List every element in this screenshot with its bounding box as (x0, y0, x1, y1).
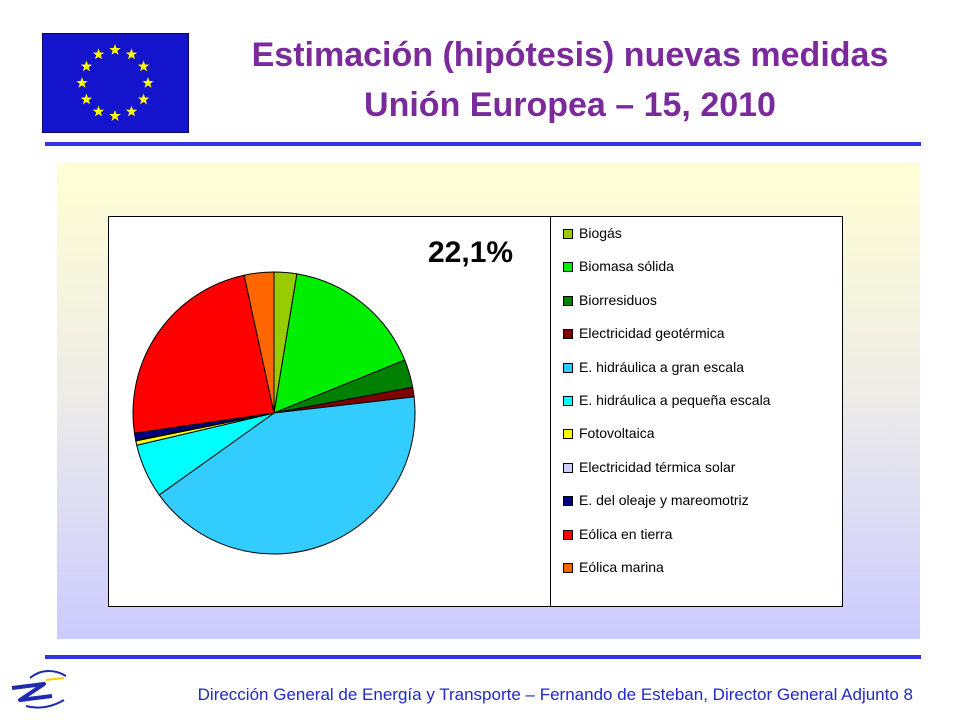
legend-label: Biomasa sólida (579, 258, 674, 275)
eu-star-icon (137, 60, 150, 72)
legend-label: Biogás (579, 225, 622, 241)
pie-slice (132, 274, 275, 434)
legend-swatch (563, 462, 573, 473)
title-line-2: Unión Europea – 15, 2010 (364, 86, 776, 124)
eu-star-icon (80, 93, 93, 105)
legend-swatch (563, 396, 573, 406)
pie-slice (158, 396, 416, 555)
eu-star-icon (80, 60, 93, 72)
legend-label: Eólica en tierra (579, 525, 673, 542)
eu-star-icon (125, 48, 138, 60)
eu-stars (76, 44, 154, 121)
legend-swatch (563, 262, 573, 273)
legend-swatch (563, 229, 573, 239)
legend-swatch (563, 329, 573, 340)
legend-label: E. del oleaje y mareomotriz (579, 492, 749, 509)
eu-star-icon (76, 77, 88, 88)
legend-label: E. hidráulica a pequeña escala (579, 392, 771, 408)
legend-item: Fotovoltaica (563, 424, 833, 444)
legend-item: Biogás (563, 224, 833, 244)
legend-label: Electricidad geotérmica (579, 325, 725, 342)
eu-star-icon (109, 44, 121, 55)
legend-item: E. hidráulica a gran escala (563, 358, 833, 378)
pie-slice (243, 271, 275, 414)
legend-swatch (563, 295, 573, 306)
title-line-1: Estimación (hipótesis) nuevas medidas (251, 36, 889, 74)
legend-swatch (563, 563, 573, 573)
legend-label: E. hidráulica a gran escala (579, 358, 744, 375)
chart-annotation: 22,1% (428, 236, 514, 269)
legend-item: Eólica marina (563, 558, 833, 578)
legend-item: E. hidráulica a pequeña escala (563, 391, 833, 411)
dg-energy-transport-logo (11, 670, 67, 709)
legend-swatch (563, 496, 573, 507)
legend-label: Fotovoltaica (579, 425, 655, 442)
slide-title: Estimación (hipótesis) nuevas medidas Un… (200, 30, 940, 130)
legend-item: Biomasa sólida (563, 257, 833, 277)
legend-label: Biorresiduos (579, 291, 657, 308)
legend-item: E. del oleaje y mareomotriz (563, 491, 833, 511)
eu-star-icon (109, 110, 121, 121)
legend-item: Biorresiduos (563, 291, 833, 311)
legend-swatch (563, 429, 573, 440)
eu-star-icon (137, 93, 150, 105)
eu-flag-logo (42, 33, 189, 133)
legend-swatch (563, 529, 573, 540)
footer-text: Dirección General de Energía y Transport… (197, 685, 913, 704)
eu-star-icon (125, 105, 138, 117)
legend-item: Eólica en tierra (563, 525, 833, 545)
eu-star-icon (142, 77, 154, 88)
eu-star-icon (92, 105, 105, 117)
legend-divider (550, 216, 551, 606)
legend-swatch (563, 362, 573, 373)
eu-star-icon (92, 48, 105, 60)
header-rule (45, 142, 921, 146)
pie-slice (273, 273, 406, 414)
pie-chart (132, 271, 416, 555)
legend-item: Electricidad térmica solar (563, 458, 833, 478)
legend-label: Eólica marina (579, 559, 664, 575)
footer-rule (45, 655, 921, 659)
legend-item: Electricidad geotérmica (563, 324, 833, 344)
legend-label: Electricidad térmica solar (579, 458, 736, 475)
